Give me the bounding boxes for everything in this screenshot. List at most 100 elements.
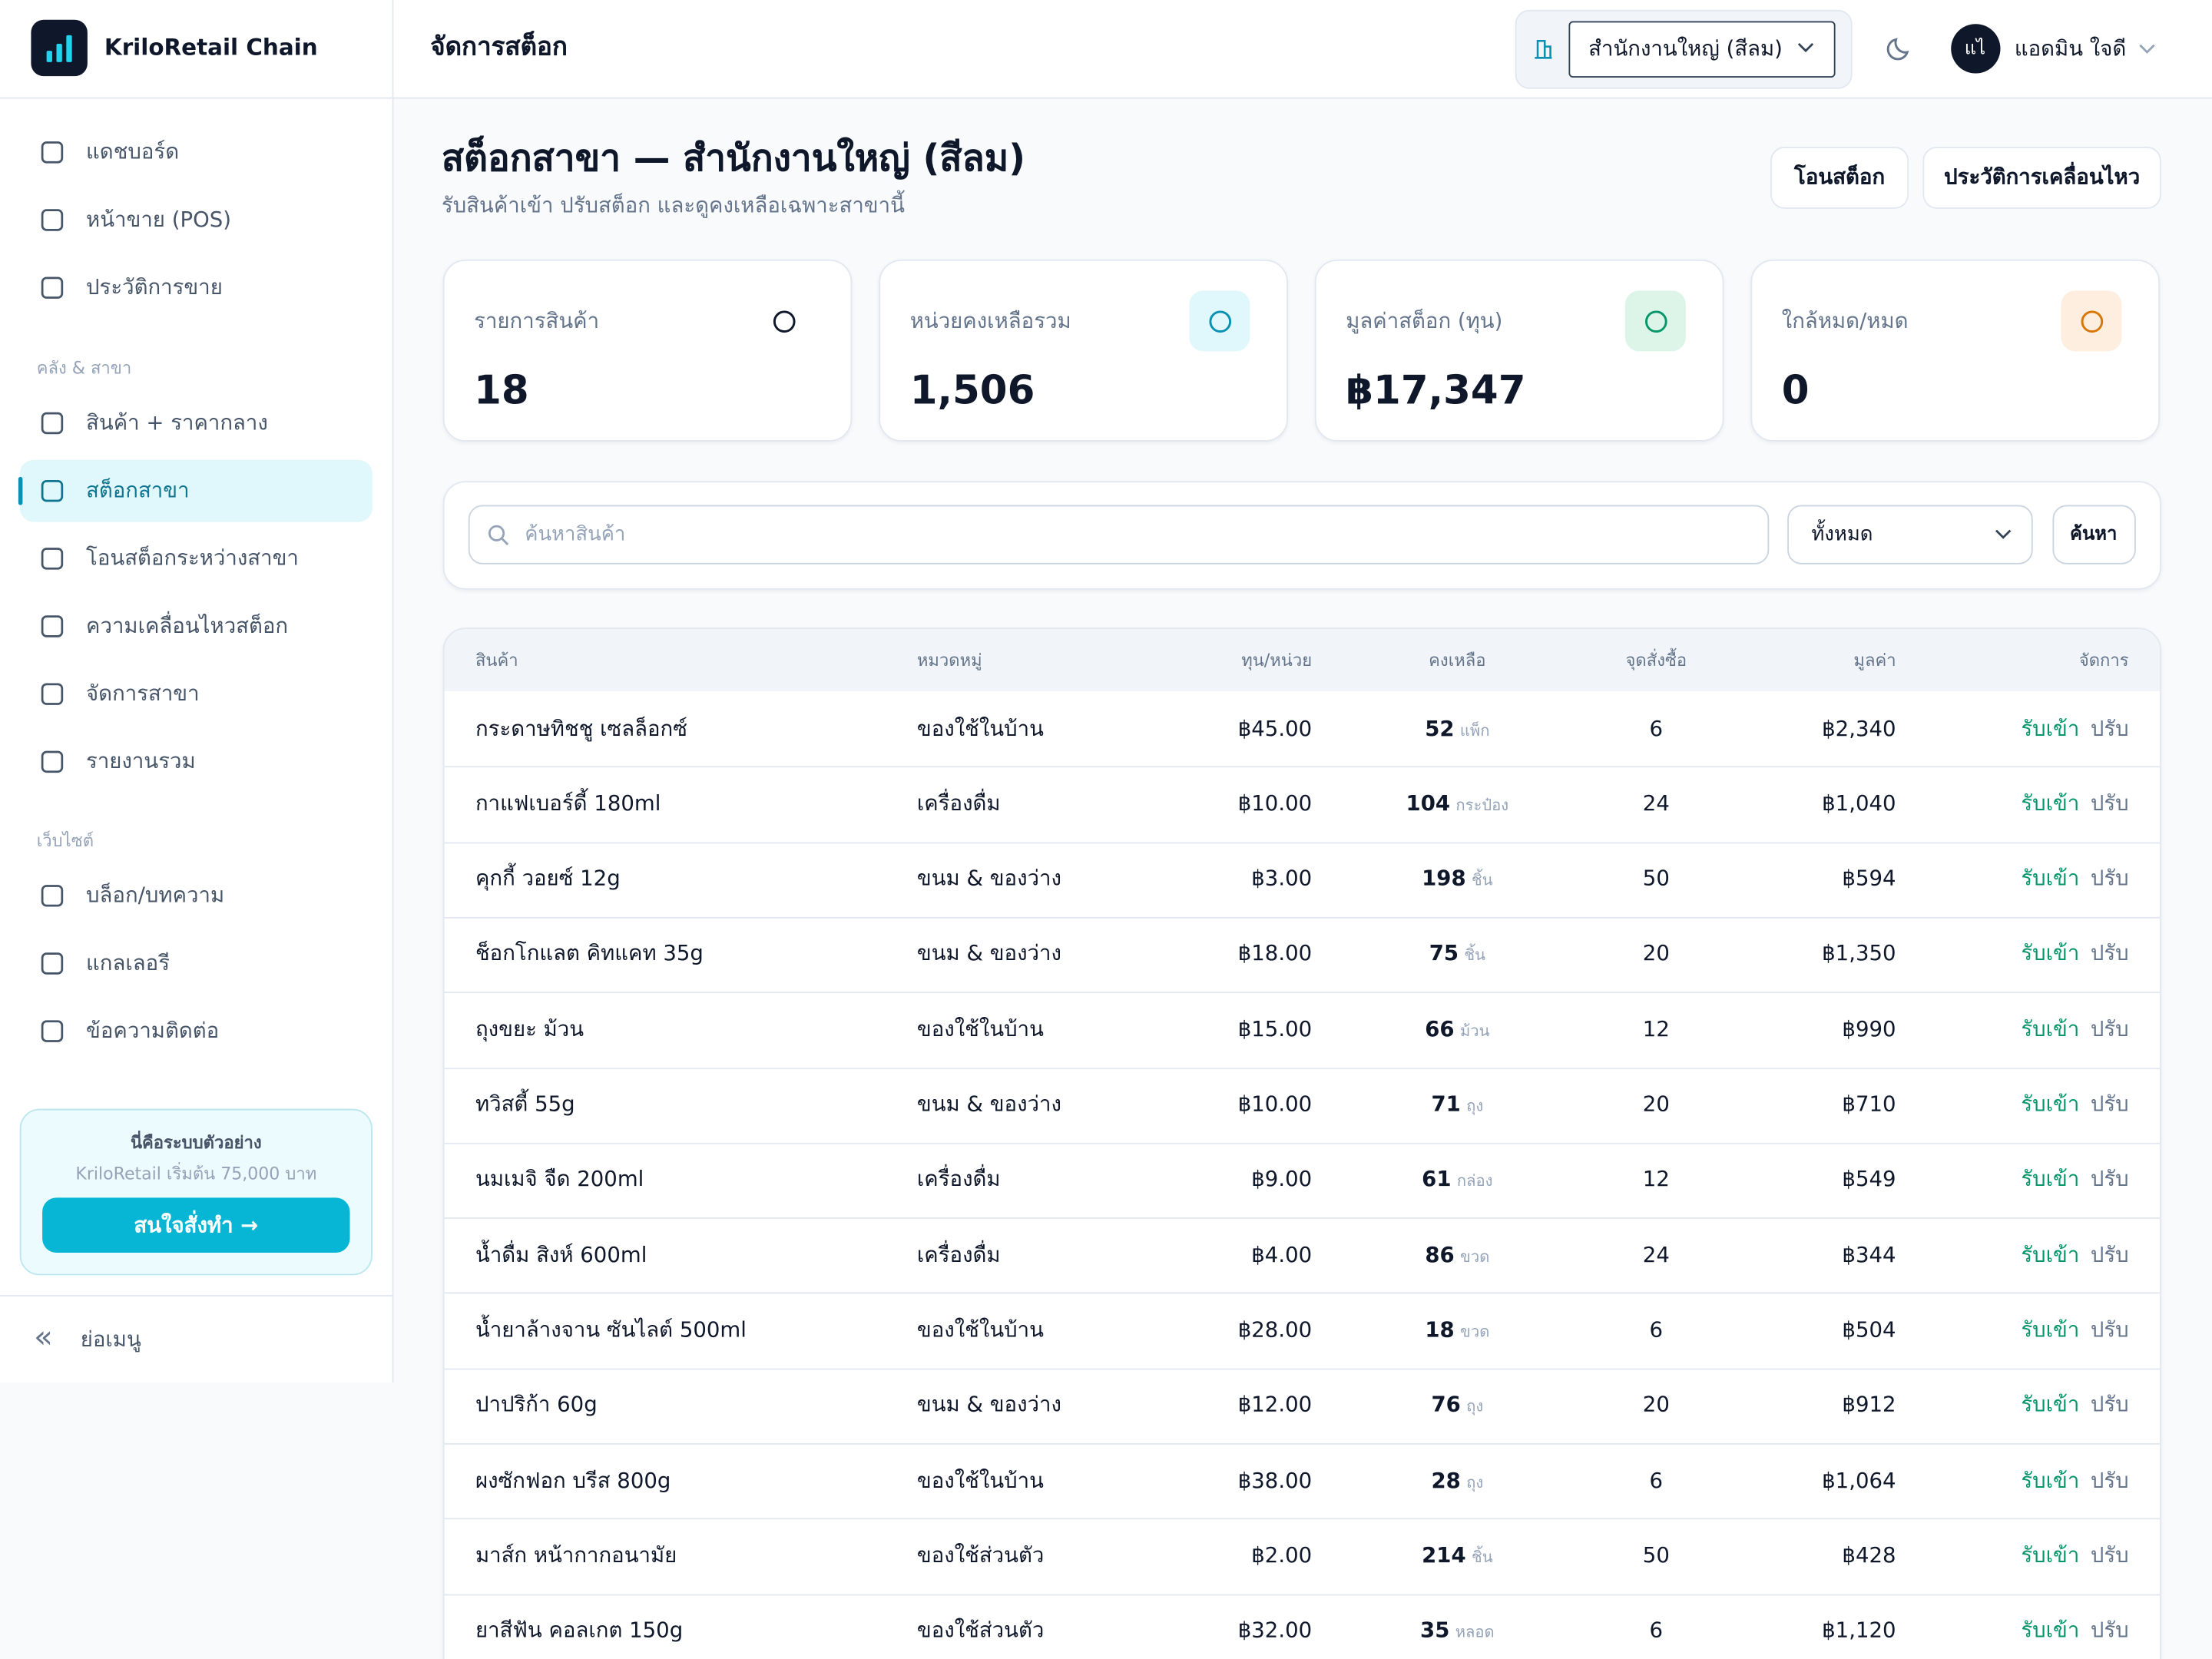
nav-icon: [41, 141, 64, 164]
receive-action[interactable]: รับเข้า: [2021, 1467, 2080, 1493]
nav-item[interactable]: รายงานรวม: [86, 748, 196, 774]
receive-action[interactable]: รับเข้า: [2021, 866, 2080, 892]
row-divider: [444, 766, 2161, 768]
row-divider: [444, 992, 2161, 994]
product-name: ผงซักฟอก บรีส 800g: [475, 1467, 671, 1493]
page-subtitle: รับสินค้าเข้า ปรับสต็อก และดูคงเหลือเฉพา…: [441, 192, 905, 218]
adjust-action[interactable]: ปรับ: [2090, 1166, 2129, 1192]
action-button[interactable]: [1922, 147, 2161, 209]
branch-select[interactable]: [1568, 21, 1836, 78]
avatar[interactable]: [1951, 24, 2001, 74]
category-select[interactable]: [1787, 505, 2033, 565]
stock-value: ฿428: [1842, 1542, 1896, 1568]
nav-item[interactable]: บล็อก/บทความ: [86, 882, 225, 908]
receive-action[interactable]: รับเข้า: [2021, 1166, 2080, 1192]
adjust-action[interactable]: ปรับ: [2090, 1467, 2129, 1493]
adjust-action[interactable]: ปรับ: [2090, 1015, 2129, 1041]
cost: ฿10.00: [1237, 790, 1313, 816]
collapse-menu[interactable]: ย่อเมนู: [80, 1326, 141, 1353]
receive-action[interactable]: รับเข้า: [2021, 1091, 2080, 1117]
row-divider: [444, 916, 2161, 919]
row-divider: [444, 1217, 2161, 1220]
action-button[interactable]: [1770, 147, 1909, 209]
stock-value: ฿549: [1842, 1166, 1896, 1192]
category: ของใช้ส่วนตัว: [916, 1617, 1045, 1644]
reorder-point: 24: [1642, 1241, 1670, 1267]
nav-item[interactable]: จัดการสาขา: [86, 680, 200, 707]
adjust-action[interactable]: ปรับ: [2090, 715, 2129, 741]
brand: KriloRetail Chain: [104, 34, 318, 61]
adjust-action[interactable]: ปรับ: [2090, 1241, 2129, 1267]
adjust-action[interactable]: ปรับ: [2090, 790, 2129, 816]
column-header: ทุน/หน่วย: [1241, 650, 1313, 671]
category: เครื่องดื่ม: [916, 1166, 1001, 1192]
nav-item[interactable]: ข้อความติดต่อ: [86, 1018, 220, 1044]
stat-value: 1,506: [909, 366, 1035, 414]
nav-item[interactable]: หน้าขาย (POS): [86, 207, 232, 233]
adjust-action[interactable]: ปรับ: [2090, 1091, 2129, 1117]
receive-action[interactable]: รับเข้า: [2021, 1241, 2080, 1267]
branch-icon: [1535, 39, 1552, 59]
quantity: 76: [1431, 1392, 1461, 1418]
receive-action[interactable]: รับเข้า: [2021, 1617, 2080, 1644]
quantity: 71: [1431, 1091, 1461, 1117]
receive-action[interactable]: รับเข้า: [2021, 715, 2080, 741]
nav-item[interactable]: แกลเลอรี: [86, 950, 171, 976]
adjust-action[interactable]: ปรับ: [2090, 1542, 2129, 1568]
search-input[interactable]: [468, 505, 1770, 565]
promo-text: KriloRetail เริ่มต้น 75,000 บาท: [75, 1164, 317, 1184]
remaining: 18 ขวด: [1425, 1319, 1489, 1341]
quantity: 214: [1422, 1542, 1466, 1568]
adjust-action[interactable]: ปรับ: [2090, 1617, 2129, 1644]
category: ขนม & ของว่าง: [916, 1392, 1061, 1418]
theme-toggle[interactable]: [1883, 34, 1914, 65]
remaining: 35 หลอด: [1420, 1620, 1495, 1642]
nav-item[interactable]: สต็อกสาขา: [86, 477, 190, 503]
cost: ฿32.00: [1237, 1617, 1313, 1644]
cost: ฿15.00: [1237, 1015, 1313, 1041]
reorder-point: 6: [1649, 715, 1664, 741]
unit: ถุง: [1466, 1472, 1484, 1492]
receive-action[interactable]: รับเข้า: [2021, 940, 2080, 966]
receive-action[interactable]: รับเข้า: [2021, 1316, 2080, 1343]
adjust-action[interactable]: ปรับ: [2090, 866, 2129, 892]
stock-value: ฿710: [1842, 1091, 1896, 1117]
column-header: หมวดหมู่: [916, 650, 982, 671]
nav-item[interactable]: ความเคลื่อนไหวสต็อก: [86, 613, 289, 639]
reorder-point: 6: [1649, 1467, 1664, 1493]
nav-icon: [41, 412, 64, 435]
product-name: นมเมจิ จืด 200ml: [475, 1166, 644, 1192]
avatar-initials: แไ: [1964, 38, 1986, 61]
nav-item[interactable]: ประวัติการขาย: [86, 274, 223, 300]
search-button[interactable]: [2052, 505, 2136, 565]
stat-icon: [1189, 290, 1250, 352]
nav-item[interactable]: สินค้า + ราคากลาง: [86, 409, 268, 435]
unit: แพ็ก: [1459, 720, 1490, 740]
chevron: [1797, 42, 1814, 53]
row-divider: [444, 1593, 2161, 1595]
receive-action[interactable]: รับเข้า: [2021, 1015, 2080, 1041]
promo-button[interactable]: [42, 1197, 350, 1253]
remaining: 198 ชิ้น: [1422, 866, 1492, 892]
stock-value: ฿1,350: [1822, 940, 1896, 966]
adjust-action[interactable]: ปรับ: [2090, 1316, 2129, 1343]
category: ของใช้ในบ้าน: [916, 1316, 1044, 1343]
receive-action[interactable]: รับเข้า: [2021, 790, 2080, 816]
adjust-action[interactable]: ปรับ: [2090, 1392, 2129, 1418]
stat-value: 18: [474, 366, 529, 414]
nav-item[interactable]: แดชบอร์ด: [86, 138, 180, 164]
stock-value: ฿2,340: [1822, 715, 1896, 741]
nav-item[interactable]: โอนสต็อกระหว่างสาขา: [86, 545, 299, 571]
nav-icon: [41, 479, 64, 502]
remaining: 66 ม้วน: [1425, 1018, 1489, 1040]
category: ของใช้ในบ้าน: [916, 715, 1044, 741]
user-name: แอดมิน ใจดี: [2014, 35, 2127, 61]
stock-value: ฿594: [1842, 866, 1896, 892]
receive-action[interactable]: รับเข้า: [2021, 1542, 2080, 1568]
receive-action[interactable]: รับเข้า: [2021, 1392, 2080, 1418]
adjust-action[interactable]: ปรับ: [2090, 940, 2129, 966]
stat-glyph: [1645, 310, 1667, 333]
quantity: 198: [1422, 866, 1466, 892]
